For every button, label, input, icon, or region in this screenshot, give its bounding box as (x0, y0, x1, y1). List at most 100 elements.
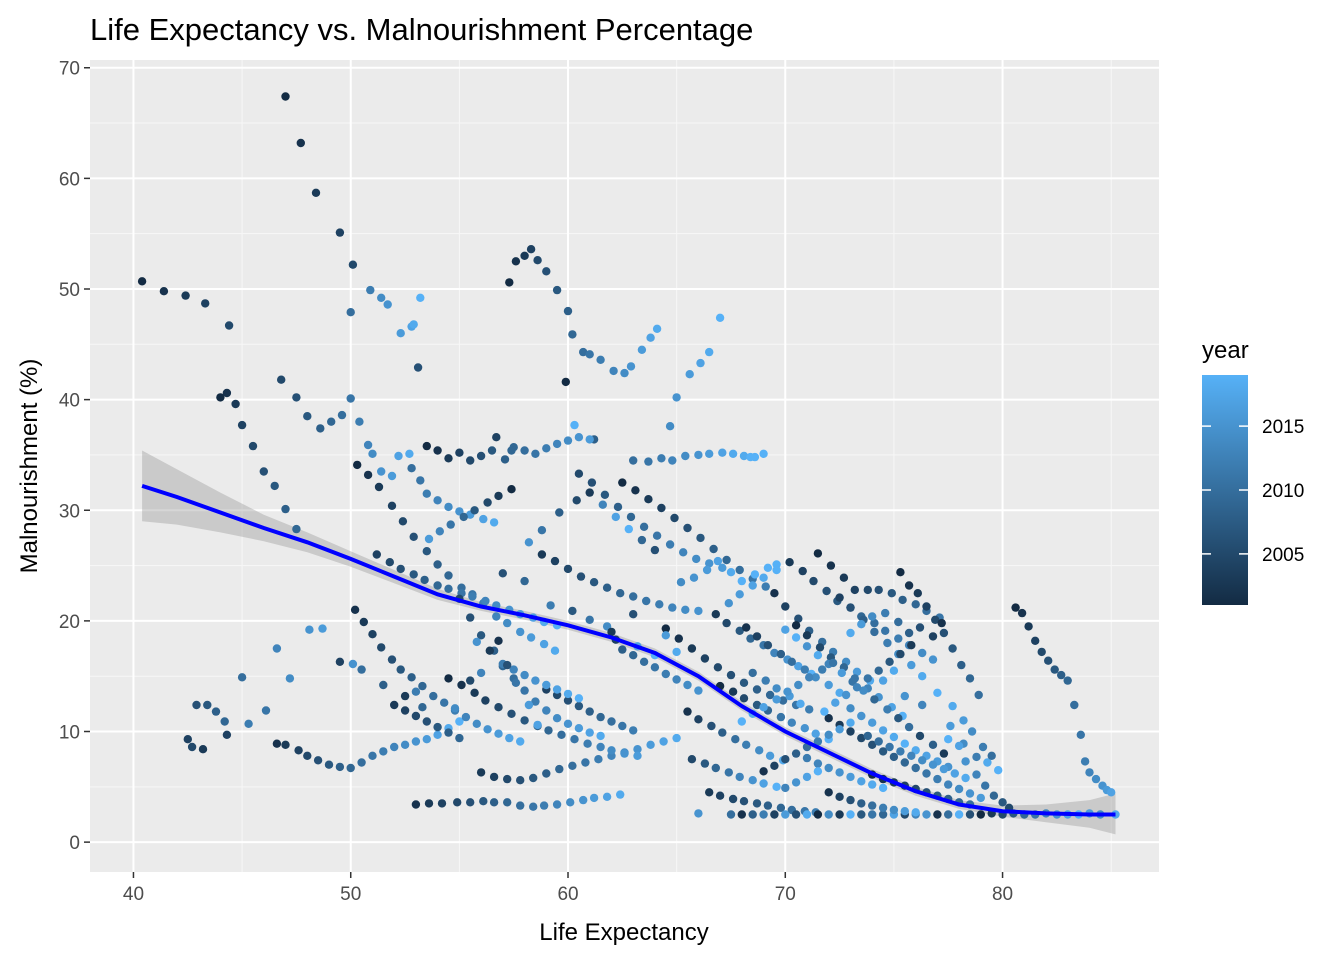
data-point (705, 788, 714, 797)
data-point (689, 573, 699, 582)
data-point (422, 489, 431, 498)
x-tick-label: 40 (123, 884, 144, 905)
data-point (668, 603, 677, 612)
data-point (835, 768, 844, 777)
data-point (568, 606, 577, 616)
data-point (907, 751, 916, 760)
data-point (737, 810, 746, 819)
data-point (904, 628, 914, 638)
data-point (385, 558, 394, 567)
data-point (387, 471, 397, 481)
data-point (377, 467, 386, 476)
data-point (585, 350, 594, 359)
data-point (461, 712, 471, 722)
data-point (798, 566, 807, 576)
data-point (568, 330, 577, 339)
data-point (526, 633, 536, 642)
data-point (1085, 768, 1094, 777)
data-point (503, 774, 512, 784)
data-point (568, 761, 577, 770)
data-point (878, 747, 888, 756)
data-point (1070, 700, 1079, 710)
data-point (489, 798, 499, 807)
data-point (742, 740, 751, 749)
data-point (972, 770, 981, 779)
data-point (524, 538, 534, 547)
data-point (870, 618, 879, 628)
data-point (616, 589, 625, 598)
data-point (679, 548, 688, 557)
data-point (394, 451, 403, 461)
data-point (900, 807, 909, 816)
data-point (831, 698, 840, 707)
data-point (770, 761, 779, 770)
data-point (248, 441, 258, 451)
data-point (618, 478, 627, 487)
data-point (563, 306, 573, 316)
data-point (805, 673, 814, 682)
data-point (563, 564, 573, 574)
data-point (444, 454, 453, 463)
data-point (311, 188, 321, 197)
data-point (455, 448, 464, 457)
data-point (459, 512, 468, 522)
data-point (492, 433, 501, 442)
data-point (563, 719, 573, 728)
data-point (418, 681, 427, 691)
data-point (900, 691, 909, 701)
data-point (759, 449, 768, 458)
data-point (435, 527, 444, 536)
data-point (544, 726, 553, 735)
data-point (237, 673, 247, 682)
data-point (520, 670, 529, 680)
data-point (965, 674, 975, 683)
data-point (455, 733, 464, 743)
data-point (337, 410, 347, 420)
data-point (368, 449, 377, 458)
data-point (846, 795, 855, 805)
data-point (418, 703, 427, 712)
data-point (918, 672, 927, 681)
data-point (659, 737, 668, 746)
data-point (918, 648, 927, 658)
data-point (739, 451, 749, 461)
data-point (761, 582, 770, 591)
data-point (616, 790, 625, 799)
data-point (748, 668, 757, 678)
data-point (824, 730, 833, 739)
data-point (357, 665, 366, 674)
data-point (661, 669, 670, 679)
data-point (374, 482, 384, 492)
data-point (683, 523, 692, 533)
data-point (802, 772, 812, 782)
data-point (585, 707, 594, 716)
data-point (409, 532, 418, 541)
data-point (676, 578, 686, 587)
data-point (657, 454, 666, 463)
data-point (813, 767, 823, 776)
data-point (602, 792, 612, 801)
data-point (466, 798, 475, 807)
data-point (746, 634, 755, 643)
data-point (791, 810, 801, 819)
data-point (581, 758, 590, 767)
data-point (396, 329, 405, 338)
data-point (537, 550, 547, 559)
data-point (835, 725, 844, 734)
data-point (546, 601, 555, 610)
data-point (433, 581, 442, 590)
data-point (672, 733, 681, 743)
data-point (598, 500, 607, 509)
data-point (813, 810, 823, 819)
chart-title: Life Expectancy vs. Malnourishment Perce… (90, 12, 753, 47)
data-point (646, 333, 655, 342)
trend-line (141, 483, 1116, 817)
data-point (702, 565, 712, 575)
data-point (857, 733, 866, 743)
data-point (466, 456, 475, 465)
data-point (722, 618, 731, 628)
data-point (277, 375, 286, 384)
data-point (446, 520, 455, 529)
data-point (944, 735, 953, 744)
data-point (687, 755, 697, 764)
